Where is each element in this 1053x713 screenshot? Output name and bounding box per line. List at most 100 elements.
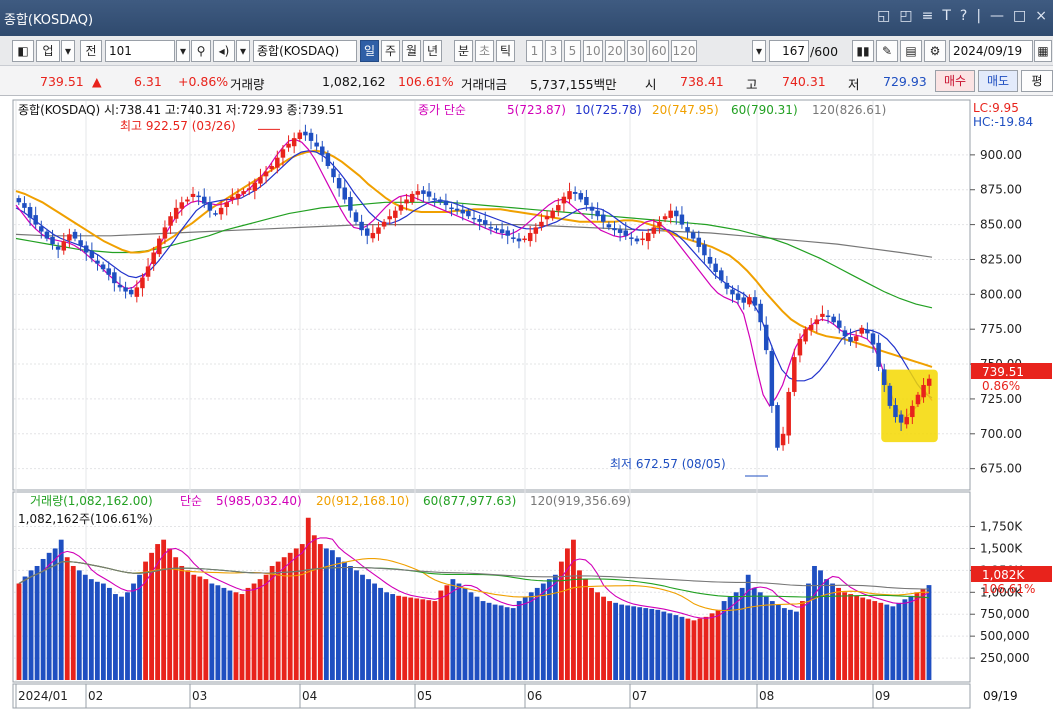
period-day-tab[interactable]: 일 (360, 40, 379, 62)
candle-body (134, 287, 140, 297)
candle-body (398, 205, 404, 211)
volume-bar (245, 587, 251, 680)
candle-body (364, 228, 370, 236)
volume-bar (613, 602, 619, 680)
candle-body (544, 216, 550, 220)
save-icon[interactable]: ▤ (900, 40, 922, 62)
volume-bar (275, 561, 281, 680)
candle-body (123, 287, 128, 292)
title-bar: 종합(KOSDAQ) ◱ ◰ ≡ T ? | — □ × (0, 0, 1053, 36)
period-month-tab[interactable]: 월 (402, 40, 421, 62)
interval-60[interactable]: 60 (649, 40, 669, 62)
candle-body (140, 277, 145, 289)
candle-body (853, 336, 859, 341)
chevron-down-icon[interactable]: ▾ (752, 40, 766, 62)
volume-bar (438, 590, 444, 680)
draw-tool-icon[interactable]: ✎ (876, 40, 898, 62)
period-year-tab[interactable]: 년 (423, 40, 442, 62)
candle-body (735, 293, 741, 300)
interval-5[interactable]: 5 (564, 40, 581, 62)
minimize-icon[interactable]: — (990, 8, 1005, 24)
high-label: 고 (746, 77, 758, 92)
pin-icon[interactable]: ≡ (921, 8, 934, 24)
code-input[interactable]: 101 (105, 40, 175, 62)
interval-3[interactable]: 3 (545, 40, 562, 62)
candle-body (623, 230, 628, 236)
restore-icon[interactable]: ◱ (877, 8, 891, 24)
volume-bar (323, 548, 329, 680)
volume-bar (540, 583, 546, 680)
period-week-tab[interactable]: 주 (381, 40, 400, 62)
maximize-icon[interactable]: □ (1013, 8, 1027, 24)
candle-body (202, 196, 207, 204)
candle-body (595, 210, 600, 217)
period-second-tab[interactable]: 초 (475, 40, 494, 62)
volume-bar (607, 601, 613, 680)
candle-body (786, 391, 791, 436)
candle-body (83, 245, 89, 253)
price-change: 6.31 (134, 74, 162, 89)
type-select[interactable]: 업 (36, 40, 60, 62)
chevron-down-icon[interactable]: ▾ (61, 40, 75, 62)
gear-icon[interactable]: ⚙ (924, 40, 946, 62)
candle-body (454, 208, 460, 211)
candle-body (415, 191, 421, 195)
candle-body (308, 132, 314, 141)
volume-bar (667, 613, 673, 680)
volume-bar (848, 594, 854, 680)
duplicate-icon[interactable]: ◰ (899, 8, 913, 24)
calendar-icon[interactable]: ▦ (1034, 40, 1052, 62)
volume-bar (203, 579, 209, 680)
volume-bar (878, 602, 884, 680)
interval-30[interactable]: 30 (627, 40, 647, 62)
interval-120[interactable]: 120 (671, 40, 697, 62)
volume-bar (257, 579, 263, 680)
interval-20[interactable]: 20 (605, 40, 625, 62)
candle-body (797, 338, 803, 356)
search-icon[interactable]: ⚲ (191, 40, 211, 62)
volume-bar (498, 605, 504, 680)
eval-button[interactable]: 평 (1021, 70, 1053, 92)
volume-bar (335, 557, 341, 680)
chart-type-icon[interactable]: ▮▮ (852, 40, 874, 62)
volume-bar (775, 604, 781, 680)
lc-label: LC:9.95 (973, 101, 1019, 115)
interval-1[interactable]: 1 (526, 40, 543, 62)
y-tick-label: 1,750K (980, 520, 1023, 534)
candle-body (213, 213, 218, 215)
close-icon[interactable]: × (1035, 8, 1047, 24)
candle-body (825, 315, 831, 318)
volume-bar (474, 596, 480, 680)
volume-bar (299, 544, 305, 680)
separator: | (976, 8, 982, 24)
candle-body (50, 236, 55, 245)
candle-body (196, 195, 201, 198)
chevron-down-icon[interactable]: ▾ (176, 40, 190, 62)
interval-10[interactable]: 10 (583, 40, 603, 62)
buy-button[interactable]: 매수 (935, 70, 975, 92)
candle-body (696, 237, 702, 247)
candle-body (179, 202, 185, 209)
candle-body (218, 207, 224, 215)
sell-button[interactable]: 매도 (978, 70, 1018, 92)
candle-body (837, 320, 842, 328)
period-minute-tab[interactable]: 분 (454, 40, 473, 62)
volume-bar (348, 565, 353, 680)
layout-icon[interactable]: ◧ (12, 40, 34, 62)
period-tick-tab[interactable]: 틱 (496, 40, 515, 62)
count-input[interactable]: 167 (769, 40, 809, 62)
candle-body (522, 238, 527, 241)
x-tick-label: 03 (192, 689, 207, 703)
date-input[interactable]: 2024/09/19 (949, 40, 1033, 62)
window-title: 종합(KOSDAQ) (4, 13, 94, 28)
font-icon[interactable]: T (942, 8, 951, 24)
sound-icon[interactable]: ◂) (213, 40, 235, 62)
prev-button[interactable]: 전 (80, 40, 102, 62)
volume-current-tag: 1,082K (982, 568, 1025, 582)
volume-bar (522, 596, 528, 680)
candle-body (572, 191, 578, 194)
y-tick-label: 700.00 (980, 427, 1022, 441)
chevron-down-icon[interactable]: ▾ (236, 40, 250, 62)
help-icon[interactable]: ? (959, 8, 968, 24)
volume-bar (52, 548, 58, 680)
